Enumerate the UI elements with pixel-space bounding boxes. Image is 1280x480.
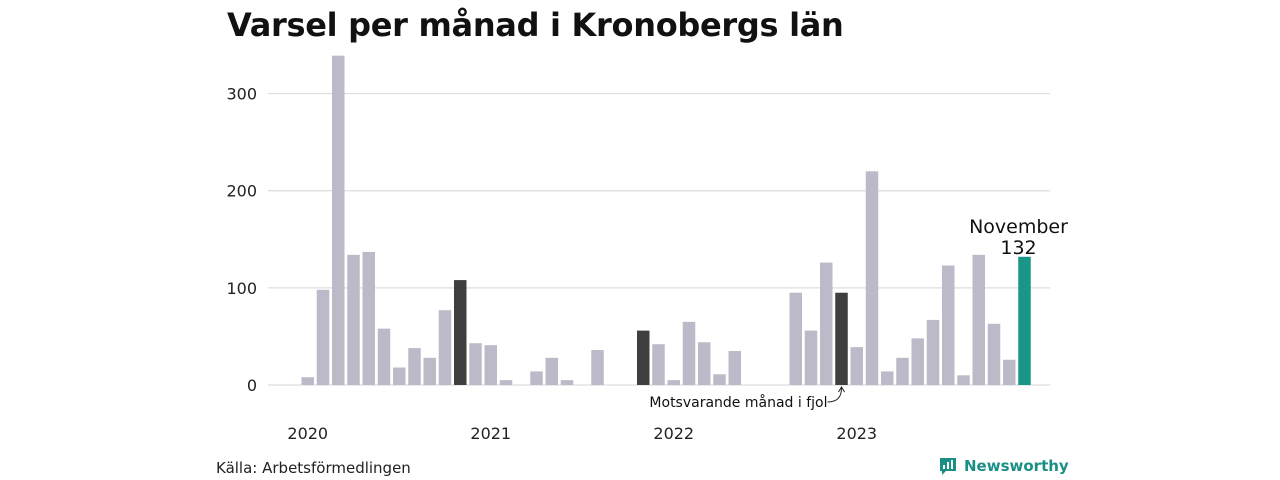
bar-2021-04	[530, 371, 543, 385]
x-tick-label: 2023	[836, 424, 877, 443]
previous-year-label: Motsvarande månad i fjol	[649, 394, 827, 411]
bar-2023-01	[850, 347, 863, 385]
bar-2020-04	[347, 254, 360, 385]
bar-2022-03	[698, 342, 711, 385]
bar-2022-11	[820, 262, 833, 385]
bar-2020-03	[332, 55, 345, 385]
x-axis-ticks: 2020 2021 2022 2023	[287, 424, 877, 443]
y-tick-label: 200	[226, 182, 257, 201]
bar-2023-04	[896, 357, 909, 385]
bar-2020-12	[469, 343, 482, 385]
bar-2021-11	[637, 330, 650, 385]
bar-2023-09	[972, 254, 985, 385]
bar-2022-05	[728, 351, 741, 385]
highlight-value-label: 132	[1000, 237, 1036, 259]
bar-2021-01	[484, 345, 497, 385]
bar-2022-04	[713, 374, 726, 385]
previous-year-arrow	[827, 386, 845, 403]
chart-title: Varsel per månad i Kronobergs län	[227, 6, 844, 44]
highlight-month-label: November	[969, 216, 1068, 238]
x-tick-label: 2020	[287, 424, 328, 443]
y-tick-label: 100	[226, 279, 257, 298]
bar-2022-12	[835, 292, 848, 385]
bar-2021-02	[499, 380, 513, 385]
bar-2020-09	[423, 357, 436, 385]
bar-2021-12	[652, 344, 665, 385]
y-tick-label: 300	[226, 85, 257, 104]
bar-2020-06	[377, 328, 391, 385]
bar-2020-08	[408, 348, 421, 385]
bars	[301, 55, 1031, 385]
y-tick-label: 0	[247, 376, 257, 395]
bar-2020-05	[362, 251, 375, 385]
bar-2023-11	[1003, 359, 1016, 385]
source-note: Källa: Arbetsförmedlingen	[216, 459, 411, 477]
y-axis-ticks: 0 100 200 300	[226, 85, 257, 395]
newsworthy-logo-icon	[940, 458, 956, 475]
bar-2020-07	[393, 367, 406, 385]
bar-2020-10	[438, 310, 452, 385]
bar-2023-05	[911, 338, 924, 385]
bar-2020-01	[301, 377, 314, 385]
bar-2022-01	[667, 380, 680, 385]
bar-2021-08	[591, 350, 604, 385]
bar-2020-11	[454, 280, 467, 385]
bar-2023-02	[865, 171, 879, 385]
annotations: November 132 Motsvarande månad i fjol	[649, 216, 1068, 411]
brand-logo[interactable]: Newsworthy	[938, 456, 1069, 476]
bar-2021-05	[545, 357, 558, 385]
bar-2023-08	[957, 375, 970, 385]
bar-2021-06	[560, 380, 574, 385]
bar-2022-02	[682, 321, 696, 385]
x-tick-label: 2021	[470, 424, 511, 443]
bar-2023-06	[926, 319, 940, 385]
bar-undefined	[1018, 256, 1031, 385]
bar-2023-10	[987, 323, 1001, 385]
bar-2022-10	[804, 330, 818, 385]
brand-name: Newsworthy	[964, 457, 1069, 475]
bar-2022-09	[789, 292, 802, 385]
bar-chart: 0 100 200 300 2020 2021 2022 2023 November 132…	[226, 55, 1068, 443]
bar-2023-03	[881, 371, 894, 385]
bar-2020-02	[316, 289, 330, 385]
x-tick-label: 2022	[653, 424, 694, 443]
bar-2023-07	[942, 265, 955, 385]
